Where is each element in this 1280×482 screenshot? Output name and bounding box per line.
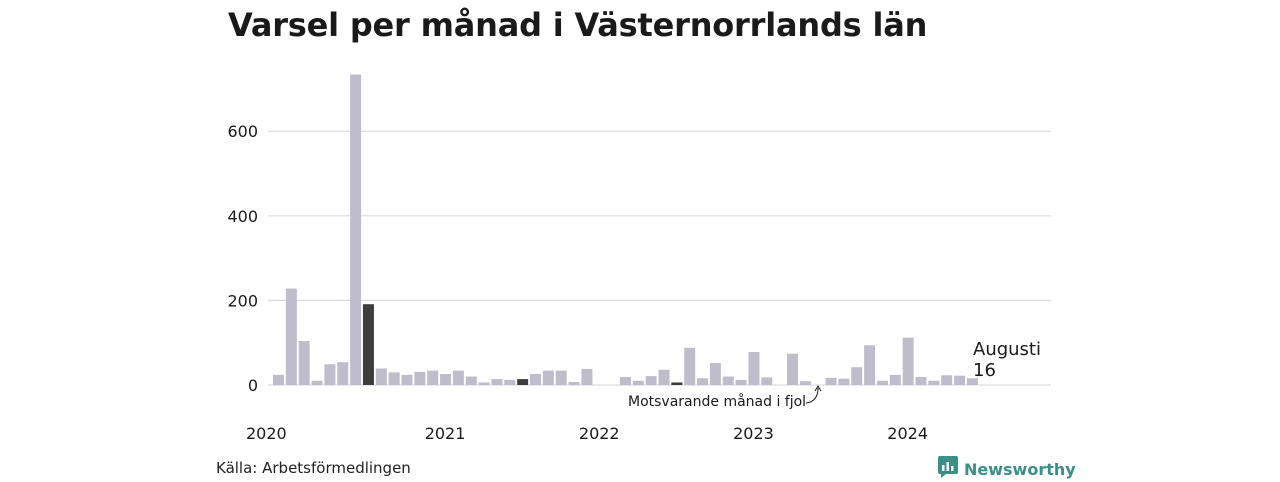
y-tick-label: 400 — [227, 207, 258, 226]
bar-2022-10 — [697, 378, 709, 385]
bar-2024-07 — [966, 378, 978, 385]
bar-2021-01 — [427, 370, 439, 385]
bar-2021-07 — [504, 379, 516, 385]
bar-2021-11 — [555, 370, 567, 385]
bar-2024-06 — [954, 375, 966, 385]
bar-2020-06 — [337, 362, 349, 385]
bar-2024-04 — [928, 380, 940, 385]
x-year-label: 2024 — [887, 424, 928, 443]
bar-2020-05 — [324, 364, 336, 385]
x-axis-year-labels: 2020 2021 2022 2023 2024 — [246, 424, 928, 443]
last-year-arrow — [805, 387, 819, 404]
bar-2020-11 — [401, 374, 413, 385]
bar-2022-04 — [619, 376, 631, 385]
bar-2020-10 — [388, 372, 400, 385]
bar-2023-08 — [825, 377, 837, 385]
bar-2022-07 — [658, 369, 670, 385]
bar-2023-01 — [735, 379, 747, 385]
bar-2023-12 — [876, 380, 888, 385]
bar-2022-12 — [722, 376, 734, 385]
bar-2023-02 — [748, 352, 760, 385]
bar-2021-02 — [440, 374, 452, 385]
bar-2021-08 — [517, 379, 529, 385]
bar-2020-09 — [375, 368, 387, 385]
bar-2020-02 — [285, 288, 297, 385]
bar-2023-11 — [864, 345, 876, 385]
bars — [273, 74, 978, 385]
bar-2020-12 — [414, 371, 426, 385]
y-tick-label: 0 — [248, 376, 258, 395]
bar-2021-12 — [568, 382, 580, 385]
brand-name: Newsworthy — [964, 459, 1076, 479]
bar-2022-01 — [581, 368, 593, 385]
newsworthy-logo-icon — [938, 456, 958, 482]
bar-2021-09 — [530, 374, 541, 385]
bar-2024-05 — [941, 375, 953, 385]
annotations: Augusti 16 Motsvarande månad i fjol — [628, 339, 1041, 410]
bar-2022-05 — [632, 380, 644, 385]
bar-2022-06 — [645, 376, 657, 385]
bar-2022-09 — [684, 347, 696, 385]
bar-2021-05 — [478, 382, 490, 385]
x-year-label: 2021 — [425, 424, 466, 443]
x-year-label: 2020 — [246, 424, 287, 443]
y-tick-label: 600 — [227, 122, 258, 141]
bar-2024-03 — [915, 376, 927, 385]
bar-2020-04 — [311, 380, 323, 385]
bar-2022-11 — [709, 363, 721, 385]
bar-2020-08 — [362, 304, 374, 385]
grid-lines — [268, 130, 1051, 386]
bar-2024-02 — [902, 337, 914, 385]
last-year-arrowhead — [814, 385, 822, 392]
bar-2020-03 — [298, 341, 310, 385]
chart-title: Varsel per månad i Västernorrlands län — [228, 6, 928, 44]
bar-2021-04 — [465, 376, 477, 385]
y-axis-ticks: 0 200 400 600 — [227, 122, 258, 395]
bar-2024-01 — [889, 374, 901, 385]
bar-2021-06 — [491, 379, 503, 385]
bar-2023-06 — [799, 381, 811, 385]
x-year-label: 2022 — [579, 424, 620, 443]
bar-2021-10 — [542, 370, 554, 385]
source-note: Källa: Arbetsförmedlingen — [216, 459, 411, 477]
bar-2020-07 — [350, 74, 362, 385]
y-tick-label: 200 — [227, 291, 258, 310]
bar-2023-10 — [851, 367, 863, 385]
bar-2021-03 — [452, 370, 464, 385]
current-value-label: 16 — [973, 360, 996, 381]
bar-2023-03 — [761, 377, 773, 385]
brand-logo[interactable]: Newsworthy — [938, 456, 1076, 482]
current-month-label: Augusti — [973, 339, 1041, 360]
bar-2022-08 — [671, 382, 683, 385]
last-year-annotation: Motsvarande månad i fjol — [628, 393, 806, 410]
x-year-label: 2023 — [733, 424, 774, 443]
bar-2023-05 — [787, 353, 798, 385]
bar-2023-09 — [838, 378, 850, 385]
bar-2020-01 — [273, 374, 284, 385]
